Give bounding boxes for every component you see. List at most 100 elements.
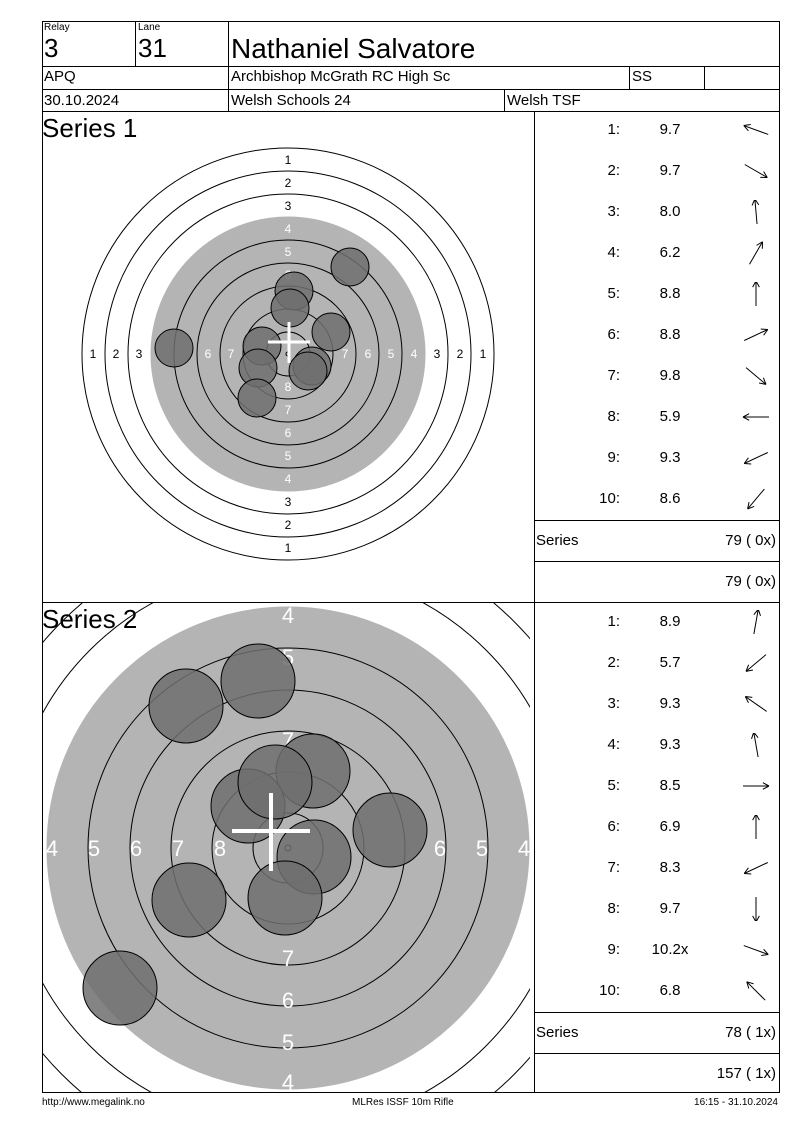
shot-hole [237, 744, 313, 820]
shot-value: 6.9 [659, 818, 681, 835]
direction-arrow-icon [753, 610, 761, 634]
direction-arrow-icon [752, 282, 760, 306]
shot-value: 9.7 [659, 121, 681, 138]
arrow-stroke [742, 416, 750, 421]
arrow-stroke [752, 815, 757, 821]
shot-value: 8.8 [659, 285, 681, 302]
shot-number: 3: [607, 203, 620, 220]
ring-number: 5 [285, 449, 292, 463]
ring-number: 5 [388, 347, 395, 361]
shot-value: 6.2 [659, 244, 681, 261]
arrow-stroke [744, 164, 768, 178]
shot-number: 9: [607, 941, 620, 958]
ring-number: 6 [205, 347, 212, 361]
arrow-stroke [746, 981, 766, 1001]
shot-hole [352, 792, 428, 868]
arrow-stroke [755, 282, 760, 288]
arrow-stroke [745, 654, 767, 672]
ring-number: 5 [88, 836, 100, 861]
direction-arrow-icon [743, 782, 770, 790]
series2-total: 78 ( 1x) [725, 1024, 776, 1041]
shot-number: 2: [607, 162, 620, 179]
arrow-stroke [745, 696, 753, 698]
arrow-stroke [758, 382, 767, 385]
series1-title: Series 1 [42, 113, 138, 143]
direction-arrow-icon [743, 862, 768, 875]
arrow-stroke [745, 367, 767, 385]
ring-number: 3 [285, 495, 292, 509]
ring-number: 7 [172, 836, 184, 861]
arrow-stroke [762, 782, 770, 787]
direction-arrow-icon [752, 815, 760, 839]
arrow-stroke [762, 377, 767, 385]
shot-value: 9.3 [659, 695, 681, 712]
direction-arrow-icon [752, 897, 760, 921]
ring-number: 6 [434, 836, 446, 861]
ring-number: 3 [434, 347, 441, 361]
arrow-stroke [747, 501, 750, 510]
arrow-stroke [744, 329, 768, 341]
arrow-stroke [745, 696, 767, 712]
lane-label: Lane [138, 22, 161, 33]
shot-value: 9.7 [659, 900, 681, 917]
direction-arrow-icon [745, 654, 767, 672]
shot-value: 10.2x [651, 941, 689, 958]
shot-number: 1: [607, 121, 620, 138]
arrow-stroke [743, 125, 769, 135]
footer-url: http://www.megalink.no [42, 1097, 145, 1108]
shot-value: 8.5 [659, 777, 681, 794]
ring-number: 4 [282, 1070, 294, 1092]
arrow-stroke [746, 981, 754, 985]
shot-hole [151, 862, 227, 938]
arrow-stroke [747, 488, 765, 510]
direction-arrow-icon [743, 452, 768, 465]
shot-hole [330, 247, 370, 287]
arrow-stroke [751, 200, 755, 206]
direction-arrow-icon [746, 981, 766, 1001]
date-value: 30.10.2024 [44, 92, 120, 109]
shot-hole [82, 950, 158, 1026]
ring-number: 2 [285, 176, 292, 190]
ring-number: 7 [282, 946, 294, 971]
arrow-stroke [746, 981, 750, 989]
series2-title: Series 2 [42, 604, 138, 634]
series2-running-total: 157 ( 1x) [716, 1065, 776, 1082]
ring-number: 1 [285, 153, 292, 167]
shot-value: 8.6 [659, 490, 681, 507]
category-value: SS [632, 68, 653, 85]
ring-number: 4 [282, 603, 294, 628]
relay-label: Relay [44, 22, 70, 33]
ring-number: 2 [285, 518, 292, 532]
ring-number: 4 [285, 222, 292, 236]
ring-number: 4 [46, 836, 58, 861]
shot-hole [148, 668, 224, 744]
shot-hole [247, 860, 323, 936]
arrow-stroke [744, 452, 768, 464]
series1-running-total: 79 ( 0x) [725, 573, 776, 590]
ring-number: 6 [130, 836, 142, 861]
ring-number: 7 [228, 347, 235, 361]
arrow-stroke [761, 953, 769, 956]
arrow-stroke [753, 733, 759, 757]
shot-number: 7: [607, 859, 620, 876]
organizer-value: Welsh TSF [507, 92, 581, 109]
direction-arrow-icon [744, 696, 767, 712]
shot-value: 8.8 [659, 326, 681, 343]
ring-number: 6 [282, 988, 294, 1013]
arrow-stroke [752, 282, 757, 288]
arrow-stroke [756, 241, 763, 246]
shot-number: 6: [607, 326, 620, 343]
footer-printed: 16:15 - 31.10.2024 [694, 1097, 778, 1108]
class-value: APQ [44, 68, 76, 85]
shot-value: 5.7 [659, 654, 681, 671]
shot-number: 3: [607, 695, 620, 712]
ring-number: 1 [90, 347, 97, 361]
shot-number: 10: [599, 982, 620, 999]
series2-shot-list: 1: 8.9 2: 5.7 3: 9.3 4: 9.3 5: 8.5 6: 6.… [534, 603, 780, 1011]
relay-value: 3 [44, 33, 59, 63]
arrow-stroke [753, 733, 759, 738]
series2-target: 4 5 7 4 5 6 7 4 5 6 7 8 4 5 6 [43, 603, 530, 1092]
arrow-stroke [755, 815, 760, 821]
shot-hole [237, 378, 277, 418]
arrow-stroke [758, 610, 761, 616]
